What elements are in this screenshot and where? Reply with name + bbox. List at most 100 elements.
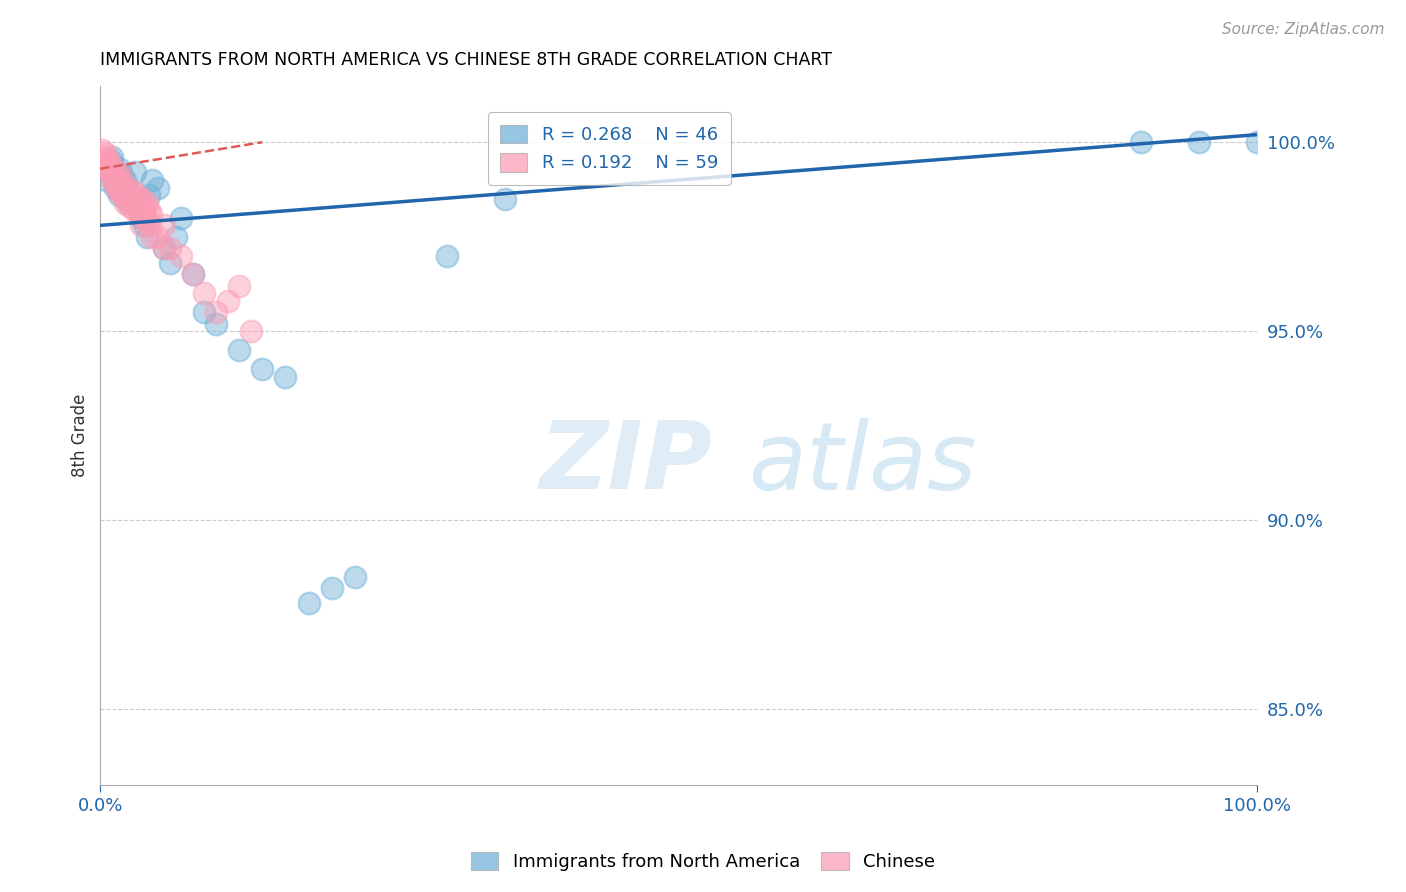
Point — [114, 195, 136, 210]
Point — [104, 177, 127, 191]
Point — [118, 199, 141, 213]
Point — [321, 581, 343, 595]
Point — [107, 185, 129, 199]
Point — [138, 188, 160, 202]
Point — [98, 165, 121, 179]
Point — [134, 199, 156, 213]
Point — [93, 158, 115, 172]
Point — [1246, 135, 1268, 149]
Point — [141, 207, 163, 221]
Point — [141, 173, 163, 187]
Point — [139, 219, 162, 233]
Point — [96, 161, 118, 176]
Point — [128, 207, 150, 221]
Point — [108, 188, 131, 202]
Point — [181, 268, 204, 282]
Point — [103, 169, 125, 184]
Point — [165, 229, 187, 244]
Text: atlas: atlas — [748, 417, 976, 508]
Point — [153, 241, 176, 255]
Point — [118, 192, 141, 206]
Point — [115, 192, 138, 206]
Point — [1188, 135, 1211, 149]
Point — [228, 343, 250, 357]
Point — [103, 169, 125, 184]
Point — [112, 177, 135, 191]
Point — [148, 180, 170, 194]
Point — [101, 150, 124, 164]
Point — [121, 185, 143, 199]
Point — [112, 185, 135, 199]
Point — [101, 161, 124, 176]
Point — [108, 173, 131, 187]
Text: ZIP: ZIP — [540, 417, 713, 509]
Point — [193, 286, 215, 301]
Point — [101, 161, 124, 176]
Point — [217, 293, 239, 308]
Point — [108, 180, 131, 194]
Point — [101, 173, 124, 187]
Point — [136, 214, 159, 228]
Point — [153, 219, 176, 233]
Y-axis label: 8th Grade: 8th Grade — [72, 393, 89, 477]
Point — [153, 241, 176, 255]
Text: IMMIGRANTS FROM NORTH AMERICA VS CHINESE 8TH GRADE CORRELATION CHART: IMMIGRANTS FROM NORTH AMERICA VS CHINESE… — [100, 51, 832, 69]
Point — [170, 249, 193, 263]
Point — [141, 229, 163, 244]
Point — [239, 324, 262, 338]
Point — [494, 192, 516, 206]
Point — [134, 219, 156, 233]
Point — [124, 165, 146, 179]
Point — [1130, 135, 1153, 149]
Point — [100, 154, 122, 169]
Point — [94, 173, 117, 187]
Point — [252, 362, 274, 376]
Point — [97, 165, 120, 179]
Point — [121, 188, 143, 202]
Point — [98, 158, 121, 172]
Point — [125, 199, 148, 213]
Point — [170, 211, 193, 225]
Point — [111, 188, 134, 202]
Point — [97, 154, 120, 169]
Point — [129, 211, 152, 225]
Point — [110, 169, 132, 184]
Text: Source: ZipAtlas.com: Source: ZipAtlas.com — [1222, 22, 1385, 37]
Point — [159, 241, 181, 255]
Point — [274, 369, 297, 384]
Point — [114, 173, 136, 187]
Point — [124, 192, 146, 206]
Point — [115, 180, 138, 194]
Point — [135, 229, 157, 244]
Point — [135, 195, 157, 210]
Point — [108, 161, 131, 176]
Point — [105, 165, 128, 179]
Point — [128, 195, 150, 210]
Point — [114, 185, 136, 199]
Point — [297, 596, 319, 610]
Point — [205, 317, 228, 331]
Legend: R = 0.268    N = 46, R = 0.192    N = 59: R = 0.268 N = 46, R = 0.192 N = 59 — [488, 112, 731, 185]
Point — [120, 188, 142, 202]
Point — [91, 150, 114, 164]
Point — [148, 229, 170, 244]
Point — [132, 211, 155, 225]
Point — [104, 180, 127, 194]
Point — [129, 219, 152, 233]
Point — [105, 173, 128, 187]
Point — [121, 195, 143, 210]
Point — [107, 165, 129, 179]
Point — [94, 146, 117, 161]
Point — [131, 192, 153, 206]
Point — [107, 180, 129, 194]
Point — [114, 192, 136, 206]
Point — [90, 143, 112, 157]
Point — [129, 203, 152, 218]
Point — [127, 199, 149, 213]
Point — [343, 570, 366, 584]
Point — [228, 278, 250, 293]
Point — [118, 195, 141, 210]
Point — [205, 305, 228, 319]
Point — [134, 207, 156, 221]
Point — [436, 249, 458, 263]
